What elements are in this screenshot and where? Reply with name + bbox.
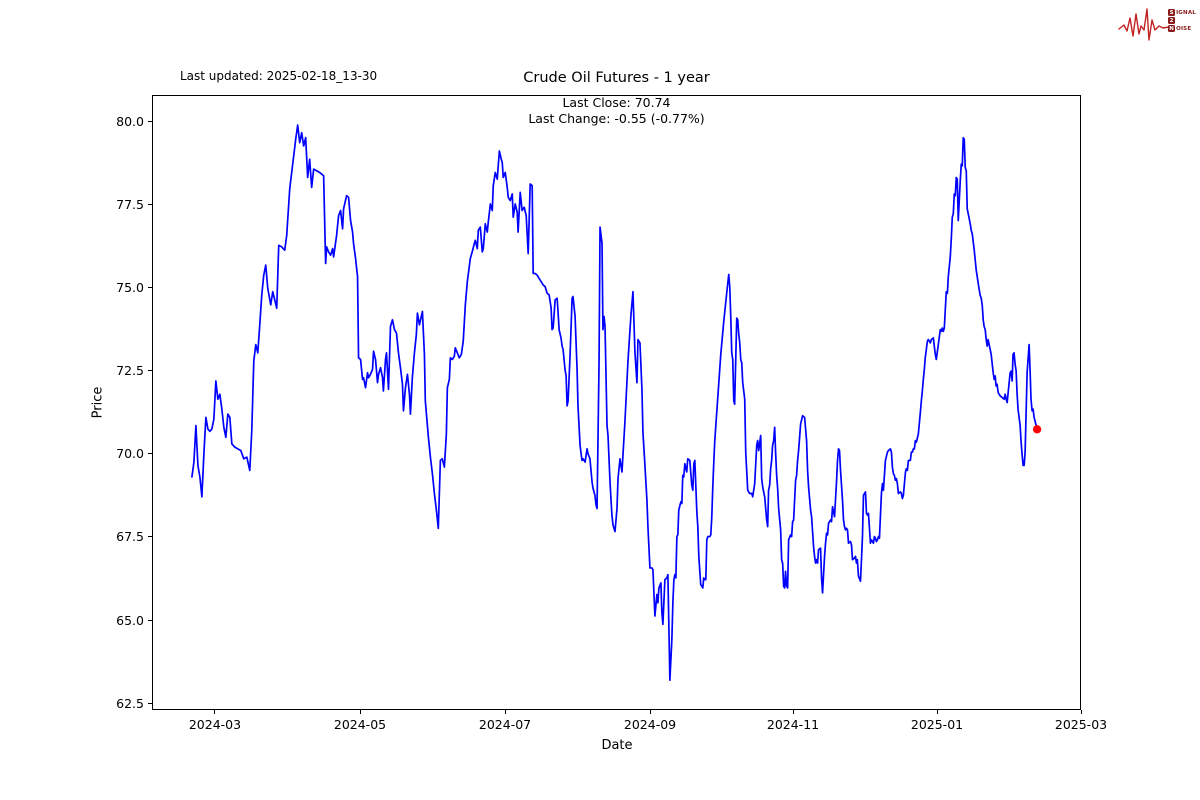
chart-title: Crude Oil Futures - 1 year [523,70,710,86]
y-tick-mark [148,287,152,289]
signal2noise-logo: S IGNAL 2 N OISE [1118,3,1196,45]
y-tick-label: 72.5 [116,363,144,379]
logo-text: S IGNAL 2 N OISE [1168,9,1196,32]
y-tick-mark [148,204,152,206]
x-tick-mark [214,710,216,714]
logo-row-signal: S IGNAL [1168,9,1196,16]
y-tick-mark [148,619,152,621]
logo-rest-oise: OISE [1176,25,1192,32]
x-tick-mark [936,710,938,714]
y-tick-label: 65.0 [116,612,144,628]
y-tick-label: 70.0 [116,446,144,462]
price-line-series [191,124,1038,682]
x-tick-label: 2024-09 [623,717,677,732]
ecg-waveform-icon [1118,8,1170,41]
x-tick-label: 2025-03 [1054,717,1108,732]
logo-rest-ignal: IGNAL [1176,9,1196,16]
y-tick-mark [148,453,152,455]
x-tick-mark [504,710,506,714]
x-axis-label: Date [601,738,633,753]
x-tick-mark [359,710,361,714]
y-tick-label: 77.5 [116,197,144,213]
price-chart [191,124,1042,682]
y-tick-mark [148,702,152,704]
logo-row-noise: N OISE [1168,25,1196,32]
logo-badge-n: N [1168,25,1176,32]
y-tick-mark [148,370,152,372]
x-tick-label: 2024-05 [333,717,387,732]
x-tick-mark [649,710,651,714]
y-tick-mark [148,536,152,538]
last-close-text: Last Close: 70.74 [562,95,671,110]
x-tick-mark [1080,710,1082,714]
y-tick-label: 75.0 [116,280,144,296]
y-tick-label: 67.5 [116,529,144,545]
x-tick-label: 2024-03 [188,717,242,732]
y-tick-label: 62.5 [116,695,144,711]
x-tick-label: 2024-11 [766,717,820,732]
last-change-text: Last Change: -0.55 (-0.77%) [528,111,705,126]
x-tick-label: 2025-01 [910,717,964,732]
x-tick-mark [792,710,794,714]
y-tick-label: 80.0 [116,114,144,130]
y-tick-mark [148,121,152,123]
logo-badge-s: S [1168,9,1176,16]
x-tick-label: 2024-07 [478,717,532,732]
logo-row-2: 2 [1168,17,1196,24]
logo-badge-2: 2 [1168,17,1176,24]
chart-subtitle: Last Close: 70.74 Last Change: -0.55 (-0… [152,95,1081,127]
last-price-marker [1032,425,1042,434]
plot-area [152,95,1081,710]
last-updated-text: Last updated: 2025-02-18_13-30 [180,69,378,83]
